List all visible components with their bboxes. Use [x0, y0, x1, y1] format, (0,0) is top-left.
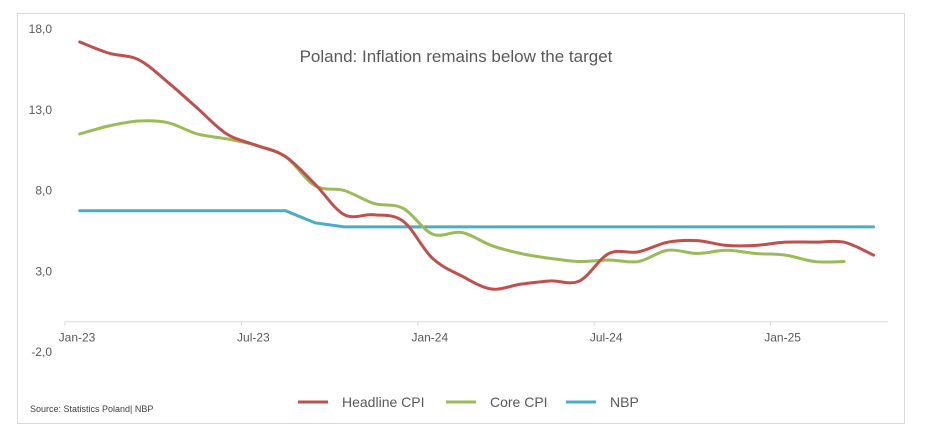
- chart-title: Poland: Inflation remains below the targ…: [300, 47, 613, 66]
- legend-item-headline-cpi: Headline CPI: [298, 394, 425, 410]
- legend-item-nbp: NBP: [566, 394, 639, 410]
- legend-label: Core CPI: [490, 394, 548, 410]
- series-core-cpi: [78, 119, 846, 264]
- x-axis: Jan-23 Jul-23 Jan-24 Jul-24 Jan-25: [59, 321, 889, 345]
- y-tick-label: 13,0: [29, 103, 53, 117]
- legend: Headline CPI Core CPI NBP: [298, 394, 639, 410]
- series-headline-cpi: [78, 40, 875, 291]
- series-nbp: [78, 209, 875, 229]
- legend-label: NBP: [610, 394, 639, 410]
- legend-label: Headline CPI: [342, 394, 425, 410]
- y-tick-label: 3,0: [35, 264, 52, 278]
- y-tick-label: -2,0: [31, 345, 52, 359]
- source-note: Source: Statistics Poland| NBP: [30, 404, 153, 414]
- x-tick-label: Jan-24: [411, 331, 448, 345]
- y-tick-label: 18,0: [29, 22, 53, 36]
- x-tick-label: Jul-24: [590, 331, 623, 345]
- x-tick-label: Jan-25: [764, 331, 801, 345]
- legend-item-core-cpi: Core CPI: [446, 394, 548, 410]
- series-line-nbp: [78, 209, 875, 229]
- y-tick-label: 8,0: [35, 184, 52, 198]
- x-tick-label: Jul-23: [237, 331, 270, 345]
- series-line-core-cpi: [78, 119, 846, 264]
- x-tick-label: Jan-23: [59, 331, 96, 345]
- series-line-headline-cpi: [78, 40, 875, 291]
- series-layer: [78, 40, 875, 291]
- y-axis: -2,0 3,0 8,0 13,0 18,0: [29, 22, 53, 359]
